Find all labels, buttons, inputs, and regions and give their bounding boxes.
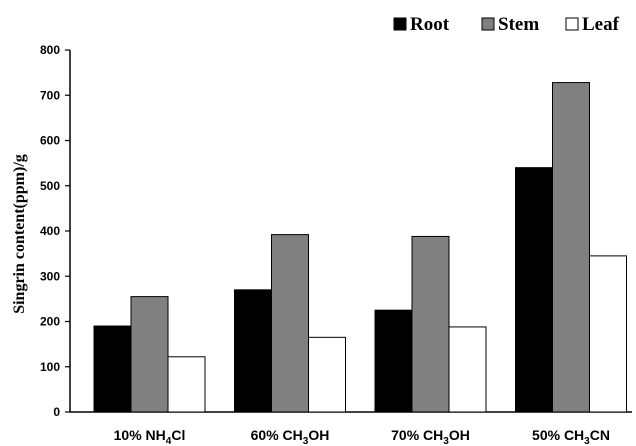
y-axis-ticks: 0 100 200 300 400 500 600 700 800 bbox=[40, 43, 70, 419]
x-category-label: 50% CH3CN bbox=[532, 427, 610, 446]
y-tick-label: 600 bbox=[40, 134, 60, 148]
bar-leaf-4 bbox=[589, 255, 627, 413]
bar-stem-1 bbox=[130, 296, 169, 413]
bar-leaf-2 bbox=[308, 336, 346, 413]
y-tick-label: 0 bbox=[53, 405, 60, 419]
bar-root-1 bbox=[93, 325, 132, 413]
legend-label-leaf: Leaf bbox=[582, 14, 620, 35]
bar-leaf-3 bbox=[448, 326, 487, 413]
legend-label-root: Root bbox=[410, 14, 450, 35]
bar-root-2 bbox=[234, 289, 272, 413]
legend-swatch-root bbox=[393, 17, 407, 31]
y-tick-label: 500 bbox=[40, 179, 60, 193]
x-category-label: 10% NH4Cl bbox=[114, 427, 186, 446]
y-tick-label: 300 bbox=[40, 269, 60, 283]
bar-root-4 bbox=[515, 167, 553, 413]
bar-stem-2 bbox=[271, 234, 309, 413]
legend-swatch-stem bbox=[481, 17, 495, 31]
bar-leaf-1 bbox=[167, 356, 206, 413]
y-tick-label: 200 bbox=[40, 315, 60, 329]
x-category-label: 60% CH3OH bbox=[251, 427, 330, 446]
x-axis-tick-labels: 10% NH4Cl 60% CH3OH 70% CH3OH 50% CH3CN bbox=[114, 427, 610, 446]
bar-stem-3 bbox=[411, 235, 450, 413]
bar-root-3 bbox=[374, 309, 413, 413]
bar-stem-4 bbox=[552, 82, 590, 413]
y-tick-label: 700 bbox=[40, 88, 60, 102]
y-axis-label: Singrin content(ppm)/g bbox=[11, 154, 28, 314]
legend-swatch-leaf bbox=[565, 17, 579, 31]
x-category-label: 70% CH3OH bbox=[391, 427, 470, 446]
legend: Root Stem Leaf bbox=[393, 14, 620, 35]
y-tick-label: 800 bbox=[40, 43, 60, 57]
legend-label-stem: Stem bbox=[498, 14, 539, 35]
y-tick-label: 400 bbox=[40, 224, 60, 238]
bars bbox=[93, 82, 627, 413]
y-tick-label: 100 bbox=[40, 360, 60, 374]
